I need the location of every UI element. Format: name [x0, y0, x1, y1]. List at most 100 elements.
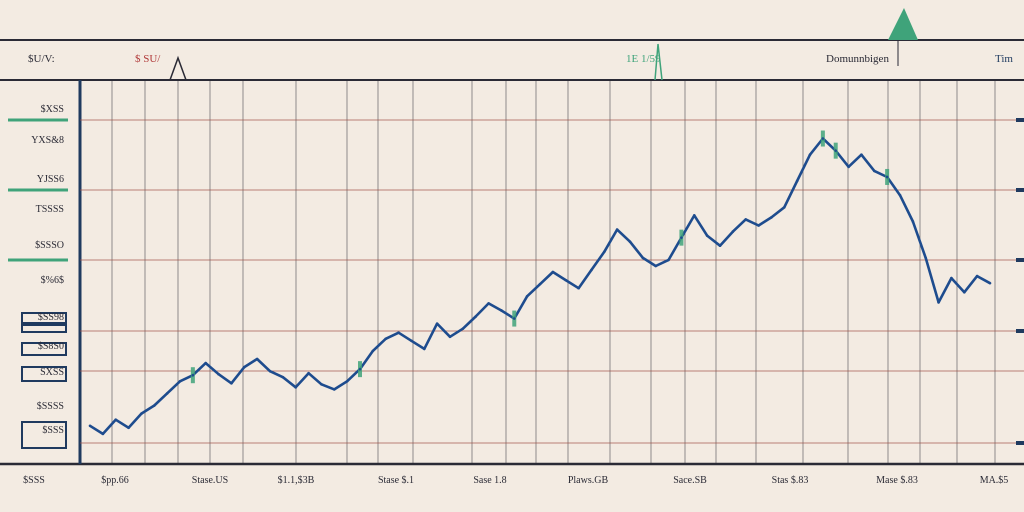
y-tick-label: YXS&8	[31, 135, 64, 146]
data-point	[860, 153, 863, 157]
x-tick-label: $1.1,$3B	[278, 475, 315, 486]
data-point	[680, 236, 683, 239]
header-label: Domunnbigen	[826, 53, 889, 65]
data-point	[191, 373, 195, 377]
data-point	[500, 309, 503, 312]
data-point	[551, 270, 555, 274]
x-tick-label: $pp.66	[101, 475, 129, 486]
x-tick-label: MA.$5	[980, 475, 1009, 486]
x-tick-label: Plaws.GB	[568, 475, 609, 486]
data-point	[422, 347, 426, 351]
data-point	[307, 371, 310, 375]
data-point	[757, 224, 760, 227]
data-point	[692, 214, 696, 217]
y-tick-label-box	[21, 366, 67, 382]
data-point	[204, 361, 208, 365]
data-point	[847, 165, 850, 169]
data-point	[770, 216, 773, 219]
y-tick-label-box	[21, 342, 67, 356]
y-tick-label: $SSSO	[35, 240, 64, 251]
data-point	[217, 372, 220, 376]
data-point	[165, 392, 169, 395]
y-tick-label-box	[21, 421, 67, 449]
x-tick-label: Mase $.83	[876, 475, 918, 486]
header-label: $ SU/	[135, 53, 161, 65]
x-tick-label: Sase 1.8	[473, 475, 506, 486]
data-point	[962, 290, 966, 294]
data-point	[602, 250, 606, 254]
data-point	[332, 388, 336, 391]
y-tick-label-box	[21, 312, 67, 326]
data-point	[834, 149, 838, 152]
header-label: $U/V:	[28, 53, 55, 65]
data-point	[294, 386, 298, 389]
data-point	[230, 381, 233, 385]
data-point	[937, 301, 940, 304]
data-point	[255, 357, 259, 361]
y-tick-label: $S8S0	[38, 341, 64, 352]
data-point	[152, 404, 156, 407]
data-point	[281, 375, 285, 379]
y-tick-label: SXSS	[40, 367, 64, 378]
data-point	[448, 335, 452, 339]
data-point	[667, 258, 670, 262]
header-spike-marker	[654, 43, 663, 81]
y-tick-label: TSSSS	[36, 204, 64, 215]
data-point	[397, 331, 400, 335]
data-point	[911, 220, 915, 223]
data-point	[628, 240, 632, 243]
data-point	[641, 256, 645, 260]
data-point	[461, 327, 465, 330]
data-point	[577, 286, 580, 290]
data-point	[898, 193, 902, 197]
y-tick-label-box	[21, 322, 67, 333]
data-point	[538, 282, 542, 286]
data-point	[178, 379, 182, 383]
data-point	[654, 264, 658, 268]
right-axis-tick	[1016, 188, 1024, 192]
data-point	[705, 234, 709, 237]
data-point	[782, 206, 786, 209]
data-point	[885, 175, 889, 179]
data-point	[127, 426, 130, 430]
right-axis-tick	[1016, 441, 1024, 445]
data-point	[808, 153, 812, 157]
data-point	[988, 281, 992, 285]
y-tick-label: $SS98	[38, 312, 64, 323]
data-point	[435, 322, 439, 325]
x-tick-label: Stase.US	[192, 475, 228, 486]
x-tick-label: Sace.SB	[673, 475, 707, 486]
data-point	[242, 365, 246, 369]
data-point	[410, 339, 413, 343]
x-tick-label: $SSS	[23, 475, 45, 486]
y-tick-label: $SSS	[42, 425, 64, 436]
data-point	[731, 230, 735, 233]
data-point	[525, 295, 529, 298]
data-point	[718, 244, 722, 248]
y-tick-marker	[8, 118, 68, 122]
header-label: Tim	[995, 53, 1013, 65]
data-point	[140, 412, 143, 415]
data-point	[924, 256, 928, 260]
data-point	[950, 276, 953, 280]
right-axis-tick	[1016, 258, 1024, 262]
y-tick-label: $XSS	[41, 104, 64, 115]
data-point	[268, 369, 272, 373]
data-point	[88, 424, 92, 428]
data-point	[358, 367, 362, 371]
data-point	[101, 432, 105, 436]
right-axis-tick	[1016, 329, 1024, 333]
y-tick-label: $%6$	[41, 275, 64, 286]
data-point	[795, 179, 799, 183]
data-point	[564, 278, 568, 282]
y-tick-marker	[8, 258, 68, 262]
data-point	[615, 228, 619, 231]
x-tick-label: Stase $.1	[378, 475, 414, 486]
data-point	[590, 268, 593, 272]
data-point	[744, 218, 748, 221]
y-tick-label: YJSS6	[37, 174, 64, 185]
data-point	[487, 302, 490, 305]
x-tick-label: Stas $.83	[772, 475, 809, 486]
